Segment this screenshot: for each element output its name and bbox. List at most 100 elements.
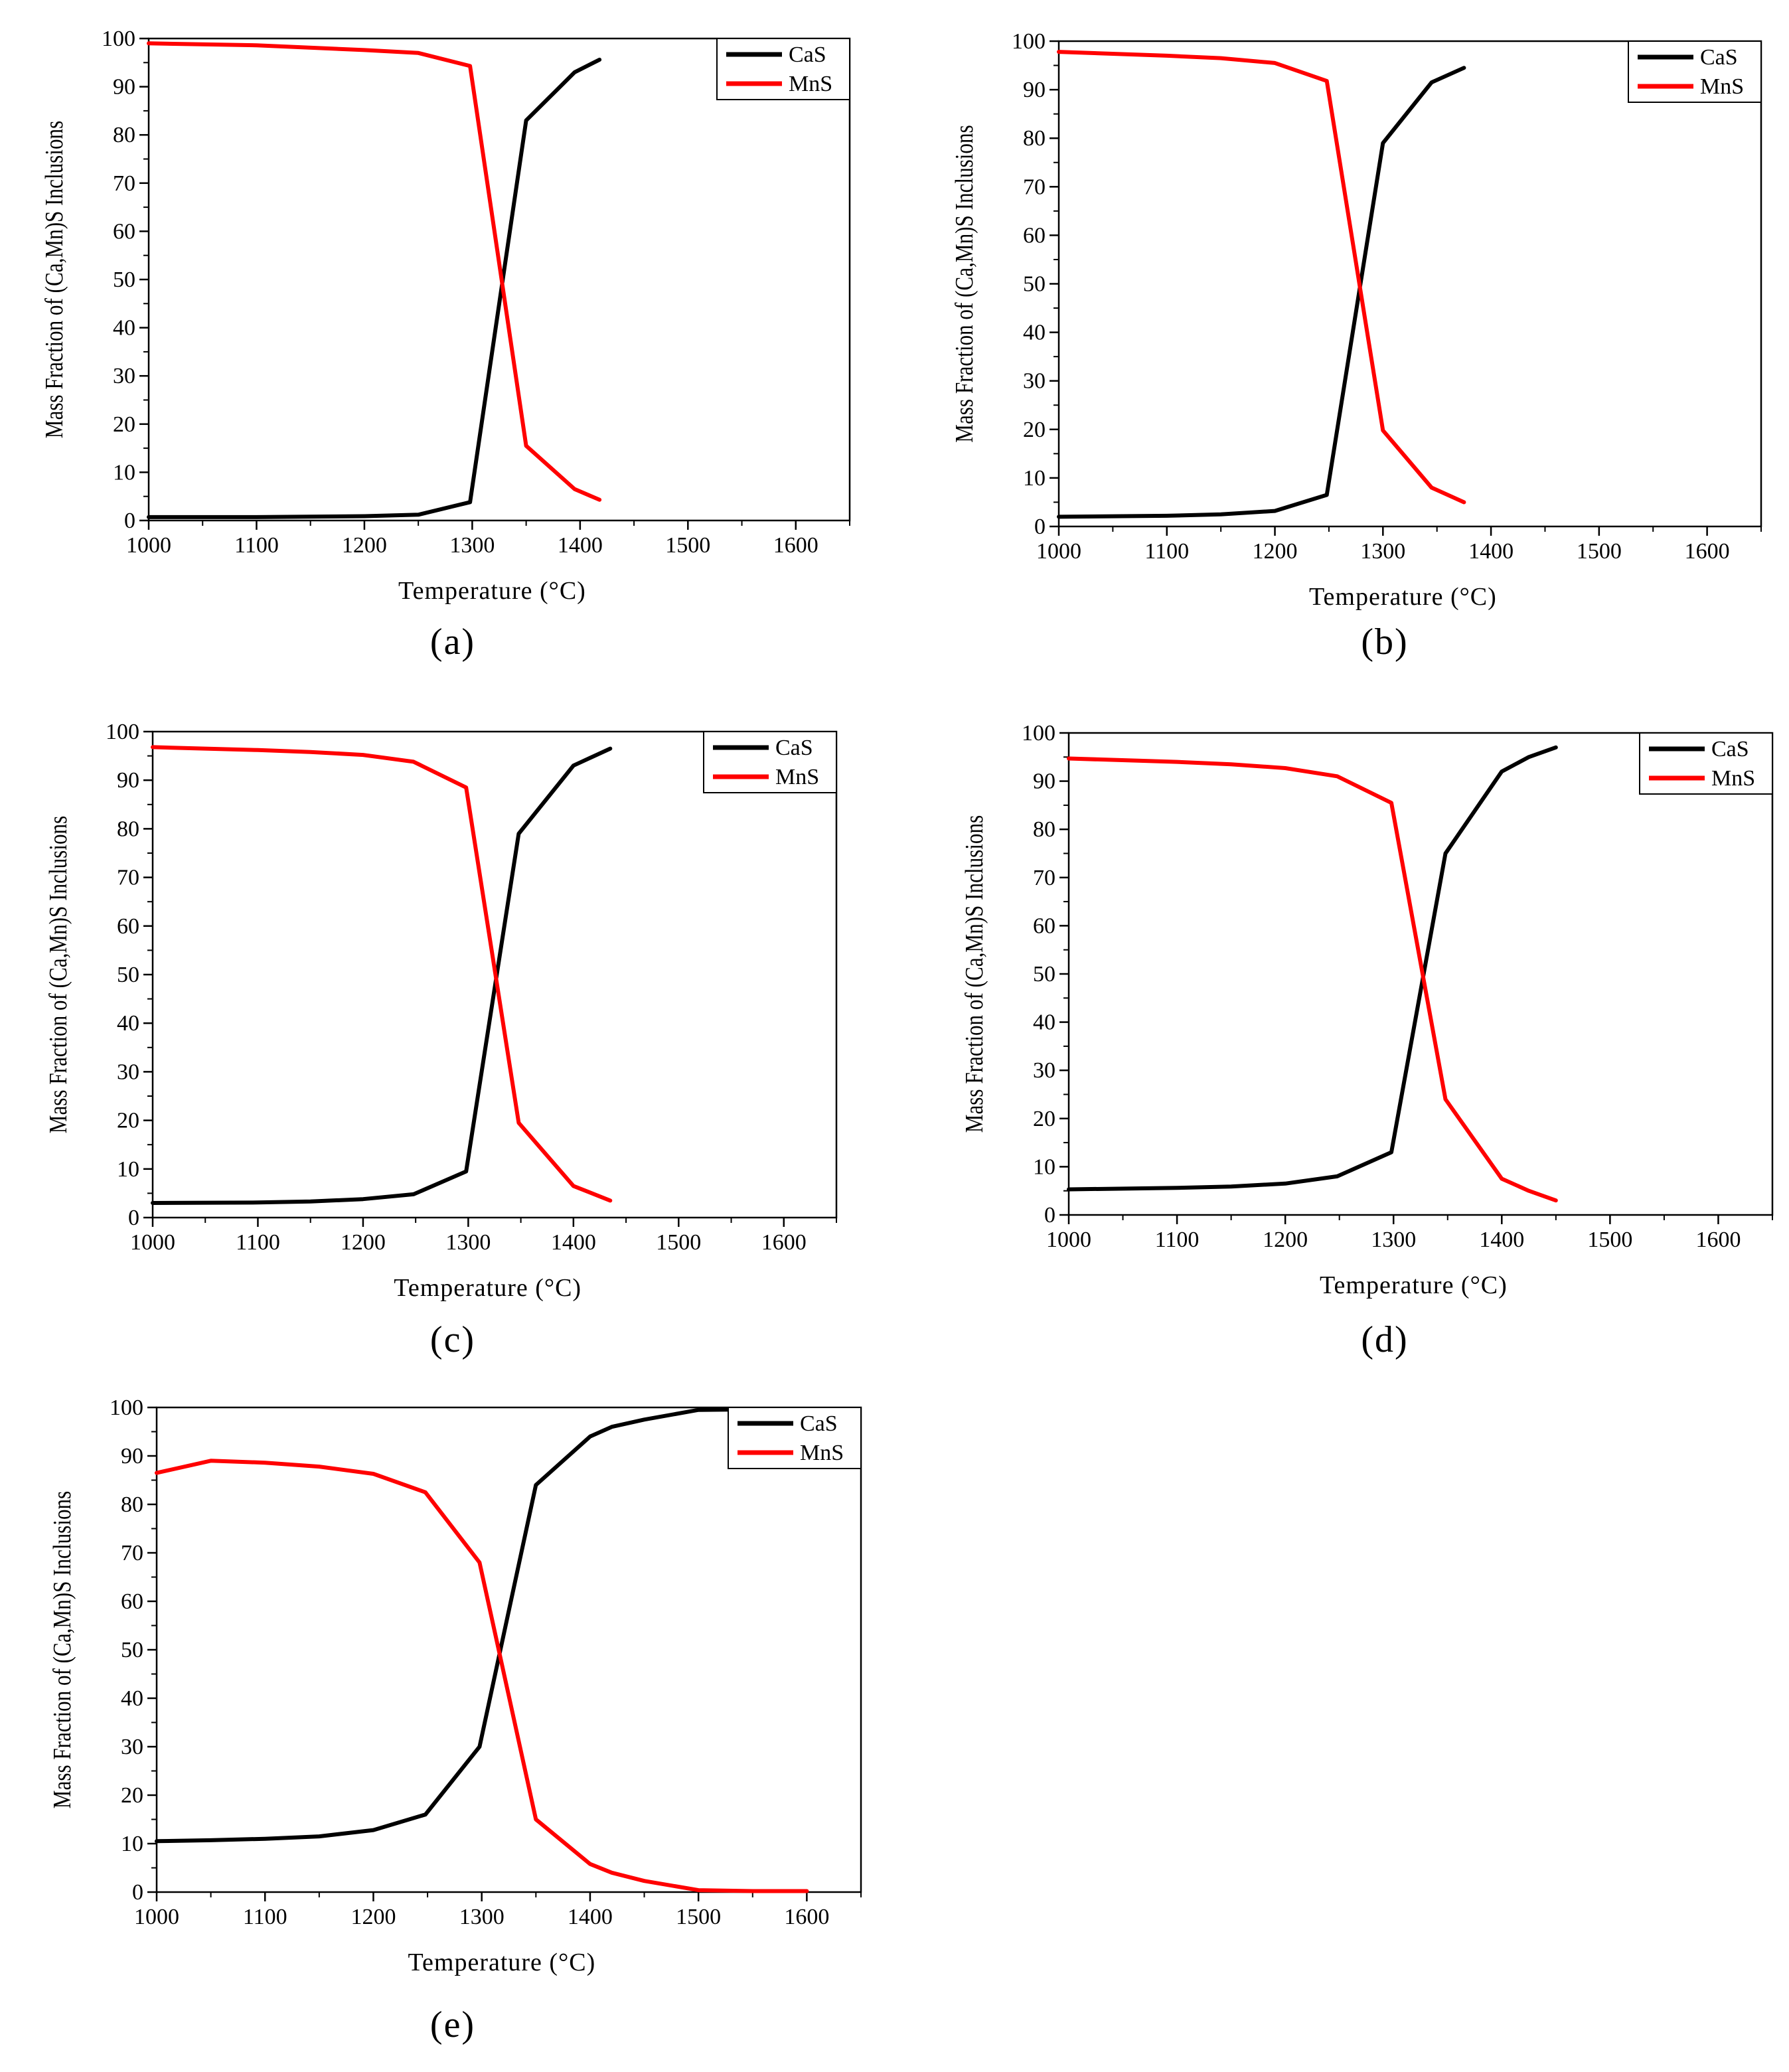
y-tick-label: 30: [121, 1735, 143, 1759]
legend-label: MnS: [1711, 766, 1755, 791]
y-tick-label: 0: [132, 1880, 143, 1905]
y-tick-label: 0: [128, 1206, 139, 1230]
series-line-mns: [147, 41, 602, 502]
series-line-cas: [1057, 66, 1466, 519]
panel-caption: (b): [1361, 621, 1408, 663]
series-line-cas: [155, 1407, 809, 1844]
y-tick-label: 40: [113, 316, 135, 341]
x-tick-label: 1200: [350, 1905, 396, 1929]
y-tick-label: 10: [1033, 1155, 1055, 1179]
x-tick-label: 1300: [1360, 539, 1405, 564]
x-tick-label: 1300: [1371, 1228, 1416, 1252]
x-tick-label: 1100: [1144, 539, 1189, 564]
x-tick-label: 1100: [1155, 1228, 1200, 1252]
legend-box: [716, 38, 850, 100]
y-tick-label: 90: [121, 1444, 143, 1469]
y-tick-label: 70: [113, 171, 135, 196]
y-tick-label: 70: [121, 1541, 143, 1565]
x-tick-label: 1600: [1685, 539, 1730, 564]
y-tick-label: 80: [1033, 817, 1055, 842]
y-tick-label: 0: [1044, 1203, 1055, 1228]
series-line-cas: [151, 746, 613, 1205]
y-axis-title: Mass Fraction of (Ca,Mn)S Inclusions: [40, 121, 68, 438]
y-tick-label: 50: [1033, 962, 1055, 987]
y-tick-label: 80: [117, 817, 139, 841]
series-line-mns: [155, 1459, 809, 1893]
legend: CaS MnS: [703, 731, 837, 793]
y-tick-label: 100: [110, 1395, 143, 1420]
x-tick-label: 1400: [558, 533, 603, 558]
x-tick-label: 1500: [1587, 1228, 1632, 1252]
x-tick-label: 1200: [341, 1230, 386, 1255]
y-tick-label: 80: [121, 1492, 143, 1517]
y-tick-label: 90: [1033, 769, 1055, 794]
y-tick-label: 0: [124, 509, 135, 533]
x-tick-label: 1000: [134, 1905, 179, 1929]
panel-caption: (d): [1361, 1319, 1408, 1360]
y-tick-label: 50: [113, 268, 135, 292]
y-tick-label: 20: [113, 412, 135, 437]
legend: CaS MnS: [1628, 40, 1762, 103]
y-tick-label: 60: [113, 219, 135, 244]
legend-box: [1639, 732, 1773, 795]
x-tick-label: 1100: [234, 533, 279, 558]
y-tick-label: 40: [1033, 1010, 1055, 1035]
x-tick-label: 1500: [665, 533, 710, 558]
chart-panel-2: 0 10 20 30 40 50 60 70 80 90 100 1000 1100 1200 1300 14…: [950, 29, 1762, 663]
y-tick-label: 50: [117, 963, 139, 987]
y-tick-label: 10: [117, 1157, 139, 1182]
y-tick-label: 80: [1023, 126, 1046, 151]
y-tick-label: 60: [1033, 914, 1055, 938]
x-tick-label: 1600: [784, 1905, 829, 1929]
legend-label: CaS: [800, 1411, 838, 1436]
legend: CaS MnS: [716, 38, 850, 100]
chart-panel-4: 0 10 20 30 40 50 60 70 80 90 100 1000 1100 1200 1300 14…: [960, 721, 1774, 1360]
series-line-mns: [151, 745, 613, 1203]
y-tick-label: 90: [117, 768, 139, 793]
legend-label: CaS: [1711, 737, 1749, 761]
x-tick-label: 1400: [1479, 1228, 1524, 1252]
panel-caption: (e): [430, 2004, 475, 2045]
panel-caption: (c): [430, 1319, 475, 1360]
y-tick-label: 40: [117, 1011, 139, 1036]
y-tick-label: 60: [1023, 223, 1046, 248]
x-tick-label: 1400: [1468, 539, 1514, 564]
y-tick-label: 100: [106, 720, 139, 744]
y-tick-label: 50: [121, 1638, 143, 1662]
x-axis-title: Temperature (°C): [398, 577, 586, 605]
series-line-cas: [147, 57, 602, 519]
series-line-cas: [1067, 745, 1558, 1192]
x-tick-label: 1500: [1577, 539, 1622, 564]
legend-label: CaS: [775, 736, 813, 760]
y-axis-title: Mass Fraction of (Ca,Mn)S Inclusions: [950, 125, 978, 442]
y-tick-label: 20: [121, 1783, 143, 1808]
x-tick-label: 1000: [1036, 539, 1081, 564]
x-tick-label: 1300: [449, 533, 495, 558]
x-tick-label: 1300: [445, 1230, 491, 1255]
x-tick-label: 1200: [342, 533, 387, 558]
chart-panel-5: 0 10 20 30 40 50 60 70 80 90 100 1000 1100 1200 1300 14…: [48, 1395, 862, 2045]
x-tick-label: 1000: [130, 1230, 175, 1255]
y-tick-label: 30: [117, 1060, 139, 1084]
x-axis-title: Temperature (°C): [394, 1274, 582, 1302]
plot-frame: [147, 37, 851, 522]
y-axis-title: Mass Fraction of (Ca,Mn)S Inclusions: [44, 816, 72, 1133]
x-tick-label: 1600: [761, 1230, 807, 1255]
y-tick-label: 10: [1023, 466, 1046, 491]
plot-frame: [1057, 40, 1762, 528]
x-tick-label: 1200: [1263, 1228, 1308, 1252]
chart-panel-3: 0 10 20 30 40 50 60 70 80 90 100 1000 1100 1200 1300 14…: [44, 720, 838, 1360]
y-tick-label: 50: [1023, 272, 1046, 297]
legend-label: MnS: [775, 765, 819, 789]
legend-label: MnS: [1700, 74, 1744, 99]
x-axis-title: Temperature (°C): [1320, 1271, 1508, 1299]
y-tick-label: 30: [113, 364, 135, 388]
y-tick-label: 90: [1023, 78, 1046, 102]
y-tick-label: 70: [1033, 866, 1055, 890]
y-tick-label: 70: [117, 866, 139, 890]
x-tick-label: 1300: [459, 1905, 505, 1929]
x-tick-label: 1600: [1695, 1228, 1741, 1252]
y-tick-label: 40: [121, 1686, 143, 1711]
y-tick-label: 60: [121, 1589, 143, 1614]
